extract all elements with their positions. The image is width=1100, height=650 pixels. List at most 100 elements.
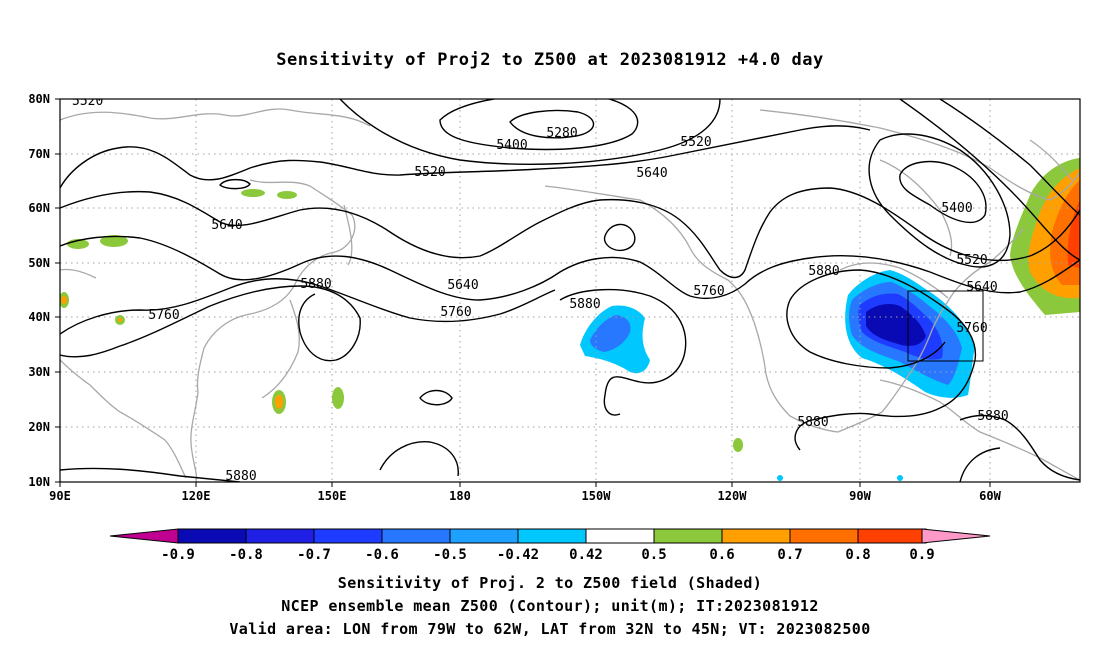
lon-label: 150E <box>318 489 347 503</box>
shade-patch <box>277 191 297 199</box>
contour-5880-east-inner <box>786 299 946 369</box>
colorbar-segment <box>245 528 315 544</box>
colorbar: -0.9 -0.8 -0.7 -0.6 -0.5 -0.42 0.42 0.5 … <box>109 528 991 563</box>
longitude-labels: 90E 120E 150E 180 150W 120W 90W 60W <box>49 489 1001 503</box>
colorbar-label: -0.9 <box>161 547 195 563</box>
shade-pacific-mid <box>590 315 631 352</box>
coastline-great-lakes <box>839 262 949 299</box>
colorbar-label: -0.42 <box>497 547 539 563</box>
coastline-japan <box>261 299 300 399</box>
coastline-north-america-west <box>544 185 839 433</box>
sensitivity-shading <box>60 158 1080 481</box>
valid-area-box <box>907 290 984 362</box>
colorbar-label: 0.7 <box>777 547 802 563</box>
contour-5880-east <box>789 269 977 451</box>
contour-5520-east <box>899 99 1080 261</box>
contour-5760-upper <box>60 235 1080 301</box>
colorbar-segment <box>517 528 587 544</box>
shade-negative-max <box>866 304 926 346</box>
coastline-north-america-east <box>837 227 1025 433</box>
contour-label: 5640 <box>211 218 242 233</box>
contour-label: 5520 <box>414 165 445 180</box>
shade-patch <box>61 296 67 304</box>
colorbar-label: 0.5 <box>641 547 666 563</box>
colorbar-segment <box>653 528 723 544</box>
footer-line-2: NCEP ensemble mean Z500 (Contour); unit(… <box>281 597 819 615</box>
shade-patch <box>100 235 128 247</box>
contour-5880-central <box>559 288 687 416</box>
coastline-hudson-bay <box>879 159 953 257</box>
coastline-greenland <box>1029 139 1073 181</box>
axis-ticks <box>55 98 991 487</box>
footer-line-3: Valid area: LON from 79W to 62W, LAT fro… <box>229 620 871 638</box>
colorbar-label: 0.42 <box>569 547 603 563</box>
colorbar-segment <box>585 528 655 544</box>
coastline-canada-north <box>759 109 1080 201</box>
latitude-labels: 80N 70N 60N 50N 40N 30N 20N 10N <box>28 92 50 489</box>
map-frame <box>59 98 1081 483</box>
colorbar-label: 0.6 <box>709 547 734 563</box>
contour-label: 5880 <box>977 409 1008 424</box>
colorbar-label: -0.6 <box>365 547 399 563</box>
contour-label: 5760 <box>440 305 471 320</box>
contour-5880-se <box>959 447 1001 482</box>
lat-label: 20N <box>28 420 50 434</box>
lon-label: 120W <box>718 489 748 503</box>
lat-label: 30N <box>28 365 50 379</box>
contour-5880-south <box>60 467 241 482</box>
contour-label: 5880 <box>797 415 828 430</box>
shade-patch <box>241 189 265 197</box>
lat-label: 60N <box>28 201 50 215</box>
lon-label: 150W <box>582 489 612 503</box>
contour-5880-tropics <box>379 441 459 477</box>
shade-patch <box>777 475 783 481</box>
colorbar-label: -0.5 <box>433 547 467 563</box>
lon-label: 90E <box>49 489 71 503</box>
shade-positive-max <box>1067 200 1080 268</box>
chart-title: Sensitivity of Proj2 to Z500 at 20230819… <box>276 50 824 70</box>
contour-label: 5880 <box>569 297 600 312</box>
lat-label: 70N <box>28 147 50 161</box>
contour-5520-trough <box>868 133 1011 268</box>
contour-small-ring <box>219 178 251 190</box>
contour-label: 5640 <box>966 280 997 295</box>
contour-5400-arctic <box>439 99 639 151</box>
contour-5760-lower <box>60 278 556 335</box>
contour-5520-upper <box>60 125 871 189</box>
contour-5880-west <box>60 285 361 362</box>
colorbar-label: 0.9 <box>909 547 934 563</box>
lon-label: 120E <box>182 489 211 503</box>
contour-5280 <box>509 109 595 139</box>
contour-5640-east <box>939 99 1080 216</box>
contour-label: 5640 <box>447 278 478 293</box>
contour-5880-ring <box>419 389 453 406</box>
contour-5640 <box>60 187 1080 279</box>
coastline-siberia <box>60 108 371 127</box>
contour-5880-atlantic <box>959 414 1080 481</box>
coastlines <box>60 108 1080 482</box>
contour-label: 5520 <box>72 94 103 109</box>
shade-patch <box>897 475 903 481</box>
shade-patch <box>118 318 122 322</box>
colorbar-segment <box>177 528 247 544</box>
contour-label: 5760 <box>693 284 724 299</box>
contour-label: 5880 <box>300 277 331 292</box>
coastline-caribbean <box>879 379 1080 481</box>
lon-label: 90W <box>849 489 871 503</box>
contour-label: 5760 <box>148 308 179 323</box>
coastline-asia-east <box>190 179 356 482</box>
coastline-south-asia <box>60 359 187 479</box>
contour-label: 5760 <box>956 321 987 336</box>
colorbar-segment <box>857 528 927 544</box>
colorbar-label: 0.8 <box>845 547 870 563</box>
shade-patch <box>275 395 283 409</box>
colorbar-right-triangle <box>921 528 991 544</box>
footer-line-1: Sensitivity of Proj. 2 to Z500 field (Sh… <box>337 574 763 592</box>
contour-label: 5520 <box>680 135 711 150</box>
contour-labels: 5520 5280 5400 5520 5520 5640 5400 5640 … <box>72 94 1009 482</box>
contour-5640-ring <box>603 223 636 252</box>
lat-label: 10N <box>28 475 50 489</box>
colorbar-segment <box>381 528 451 544</box>
lat-label: 80N <box>28 92 50 106</box>
